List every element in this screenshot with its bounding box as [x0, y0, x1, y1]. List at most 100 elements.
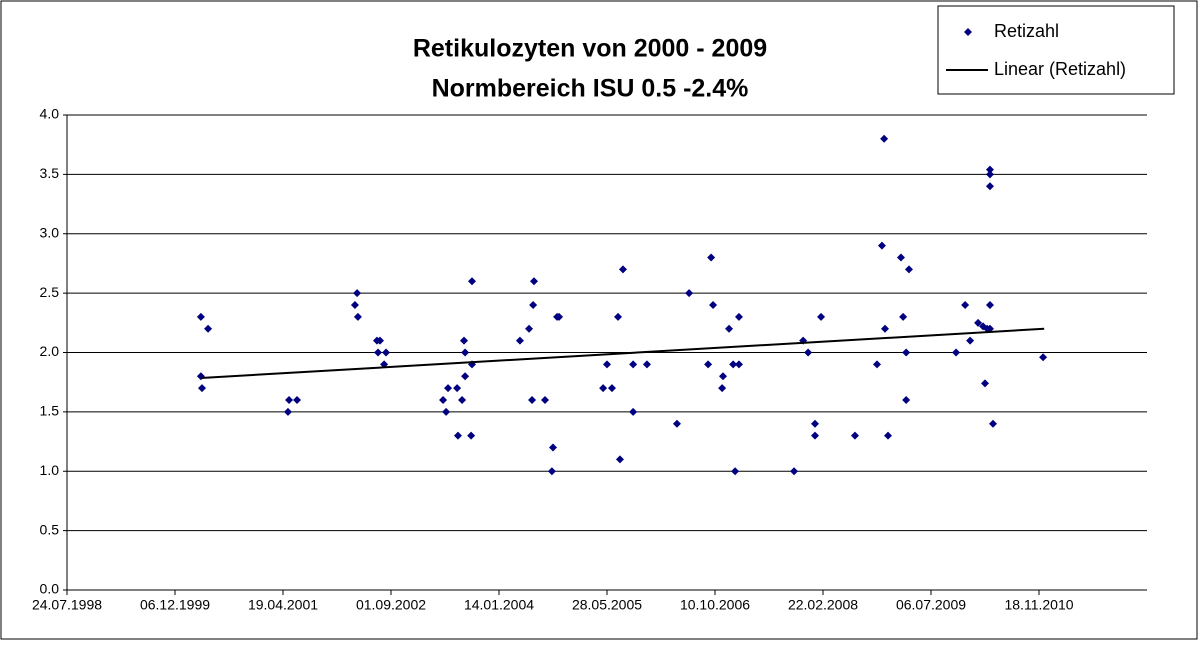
data-point: [790, 467, 799, 476]
data-point: [985, 170, 994, 179]
data-point: [877, 241, 886, 250]
chart-subtitle: Normbereich ISU 0.5 -2.4%: [432, 75, 749, 103]
data-point: [353, 289, 362, 298]
y-tick-label: 1.5: [40, 403, 60, 419]
chart-title: Retikulozyten von 2000 - 2009: [413, 35, 767, 63]
data-point: [439, 396, 448, 404]
data-point: [198, 384, 206, 393]
data-point: [529, 277, 538, 286]
data-point: [961, 301, 970, 309]
y-tick-label: 2.0: [40, 343, 60, 359]
legend-swatch: [964, 28, 972, 36]
legend-label: Linear (Retizahl): [994, 59, 1126, 79]
data-point: [607, 384, 616, 393]
x-tick-label: 19.04.2001: [248, 597, 318, 613]
data-point: [709, 301, 718, 309]
data-point: [468, 277, 476, 286]
y-tick-label: 0.5: [40, 521, 60, 537]
data-point: [453, 384, 462, 393]
data-point: [461, 348, 470, 357]
data-point: [629, 360, 638, 369]
data-point: [599, 384, 608, 393]
data-point: [615, 455, 624, 464]
data-point: [525, 324, 534, 333]
data-point: [988, 419, 997, 428]
data-point: [902, 348, 911, 357]
data-point: [899, 312, 908, 321]
x-tick-label: 28.05.2005: [572, 597, 642, 613]
data-point: [985, 165, 994, 174]
data-point: [629, 407, 638, 416]
data-point: [974, 318, 983, 327]
data-point: [549, 443, 557, 452]
data-point: [966, 336, 975, 345]
data-point: [672, 419, 681, 428]
data-point: [725, 324, 734, 333]
data-point: [985, 324, 994, 333]
data-point: [685, 289, 694, 298]
data-point: [811, 419, 820, 428]
data-point: [293, 396, 302, 404]
x-tick-label: 14.01.2004: [464, 597, 534, 613]
data-point: [734, 312, 743, 321]
data-point: [204, 324, 213, 333]
x-tick-label: 18.11.2010: [1004, 597, 1073, 613]
data-point: [467, 431, 476, 440]
data-point: [283, 407, 292, 416]
data-point: [729, 360, 738, 369]
x-tick-label: 10.10.2006: [680, 597, 750, 613]
data-point: [811, 431, 820, 440]
x-tick-label: 06.07.2009: [896, 597, 966, 613]
data-point: [460, 336, 469, 345]
data-point: [985, 301, 994, 309]
data-point: [873, 360, 881, 369]
data-point: [734, 360, 743, 369]
data-point: [884, 431, 893, 440]
data-point: [196, 312, 205, 321]
x-tick-label: 24.07.1998: [32, 597, 102, 613]
data-point: [453, 431, 462, 440]
data-point: [952, 348, 961, 357]
x-tick-label: 01.09.2002: [356, 597, 426, 613]
data-point: [614, 312, 623, 321]
data-point: [902, 396, 911, 404]
data-point: [707, 253, 716, 262]
data-point: [642, 360, 651, 369]
y-tick-label: 0.0: [40, 581, 60, 597]
x-tick-label: 06.12.1999: [140, 597, 210, 613]
data-point: [718, 384, 727, 393]
data-point: [353, 312, 362, 321]
data-point: [981, 379, 989, 388]
data-point: [350, 301, 359, 309]
data-point: [444, 384, 453, 393]
data-point: [541, 396, 550, 404]
data-point: [618, 265, 627, 274]
data-point: [850, 431, 859, 440]
data-point: [555, 312, 564, 321]
data-point: [603, 360, 611, 369]
data-point: [528, 396, 537, 404]
x-tick-label: 22.02.2008: [788, 597, 858, 613]
data-point: [817, 312, 826, 321]
data-point: [904, 265, 913, 274]
data-point: [718, 372, 727, 381]
data-point: [285, 396, 294, 404]
data-point: [515, 336, 524, 345]
data-point: [704, 360, 713, 369]
y-tick-label: 3.5: [40, 165, 60, 181]
data-point: [461, 372, 470, 381]
data-point: [880, 324, 889, 333]
data-point: [375, 336, 384, 345]
data-point: [382, 348, 391, 357]
data-point: [1039, 353, 1048, 362]
data-point: [547, 467, 556, 476]
data-point: [442, 407, 451, 416]
y-tick-label: 4.0: [40, 106, 60, 122]
data-point: [804, 348, 813, 357]
data-point: [896, 253, 905, 262]
y-tick-label: 3.0: [40, 224, 60, 240]
trend-line: [200, 327, 1045, 380]
legend-box: [937, 5, 1175, 95]
data-point: [880, 134, 889, 143]
